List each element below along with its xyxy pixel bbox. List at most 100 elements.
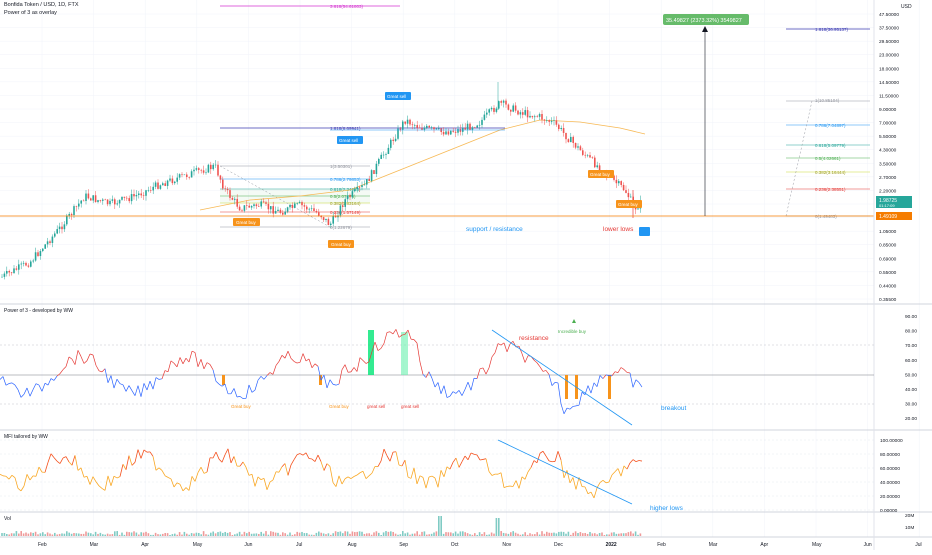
overlay-indicator-title[interactable]: Power of 3 as overlay [4, 10, 57, 16]
candle-body [452, 131, 454, 132]
price-tick-label: 2.70000 [879, 175, 897, 181]
candle-body [572, 137, 574, 143]
candle-body [445, 131, 447, 134]
candle-body [304, 205, 306, 206]
candle-body [143, 195, 145, 196]
svg-text:Great sell: Great sell [387, 94, 406, 99]
candle-body [200, 170, 202, 171]
volume-bar [73, 533, 75, 536]
candle-body [587, 155, 589, 156]
volume-bar [160, 534, 162, 536]
volume-bar [71, 534, 73, 536]
price-tick-label: 0.69000 [879, 256, 897, 262]
volume-bar [558, 532, 560, 536]
volume-bar [196, 533, 198, 536]
time-tick-label: Sep [399, 542, 408, 548]
mfi-pane-title[interactable]: MFI tailored by WW [4, 434, 48, 440]
volume-bar [620, 533, 622, 536]
volume-bar [253, 534, 255, 536]
great-sell-lower-2: great sell [401, 404, 419, 409]
volume-bar [640, 533, 642, 536]
candle-body [565, 133, 567, 139]
candle-body [68, 214, 70, 216]
volume-bar [203, 531, 205, 536]
volume-bar [438, 516, 440, 536]
great-sell-tag-2: Great sell [337, 136, 363, 144]
candle-body [4, 274, 6, 277]
candle-body [172, 179, 174, 184]
candle-body [160, 185, 162, 189]
volume-bar [124, 535, 126, 536]
volume-bar [332, 533, 334, 536]
price-axis[interactable]: 47.5000037.5000029.5000023.0000018.00000… [879, 12, 899, 303]
p3-tick-label: 80.00 [905, 329, 917, 335]
time-tick-label: May [812, 542, 822, 548]
volume-bar [188, 535, 190, 536]
volume-bar [78, 534, 80, 536]
power3-pane-title[interactable]: Power of 3 - developed by WW [4, 308, 73, 314]
candle-body [265, 202, 267, 204]
p3-tick-label: 30.00 [905, 402, 917, 408]
volume-bar [397, 535, 399, 536]
volume-bar [529, 533, 531, 536]
candle-body [503, 101, 505, 103]
vol-pane-title[interactable]: Vol [4, 516, 11, 522]
great-buy-tag-3: Great buy [588, 170, 614, 178]
candle-body [409, 120, 411, 125]
candle-body [92, 195, 94, 200]
volume-bar [174, 534, 176, 536]
volume-bar [260, 532, 262, 536]
volume-bar [1, 533, 3, 536]
candle-body [114, 199, 116, 204]
volume-bar [392, 532, 394, 536]
volume-bar [359, 531, 361, 536]
candle-body [78, 204, 80, 207]
candle-body [517, 111, 519, 115]
volume-bar [568, 532, 570, 536]
candle-body [484, 115, 486, 120]
svg-text:1.49109: 1.49109 [879, 214, 897, 220]
candle-body [373, 170, 375, 174]
candle-body [11, 272, 13, 273]
candle-body [61, 227, 63, 230]
candle-body [179, 174, 181, 177]
candle-body [80, 201, 82, 204]
volume-bar [282, 532, 284, 536]
candle-body [328, 219, 330, 225]
candle-body [340, 205, 342, 215]
volume-bar [539, 535, 541, 536]
candle-body [107, 200, 109, 205]
volume-bar [52, 535, 54, 536]
volume-bar [13, 533, 15, 536]
volume-bar [20, 531, 22, 536]
candle-body [512, 105, 514, 111]
symbol-title[interactable]: Bonfida Token / USD, 1D, FTX [4, 2, 79, 8]
candle-body [260, 201, 262, 206]
candle-body [436, 129, 438, 130]
volume-bar [64, 534, 66, 536]
volume-bar [635, 531, 637, 536]
volume-bar [224, 532, 226, 536]
lower-lows-label: lower lows [603, 226, 634, 233]
volume-bar [220, 532, 222, 536]
candle-body [59, 227, 61, 229]
candle-body [18, 264, 20, 269]
candle-body [253, 204, 255, 206]
volume-bar [172, 534, 174, 536]
volume-bar [486, 535, 488, 536]
price-tick-label: 0.85000 [879, 243, 897, 249]
mfi-tick-label: 20.00000 [880, 494, 900, 500]
volume-bar [479, 532, 481, 536]
volume-bar [311, 535, 313, 536]
volume-bar [128, 532, 130, 536]
volume-bar [436, 531, 438, 536]
volume-bar [11, 533, 13, 536]
candle-body [162, 183, 164, 185]
candle-body [124, 197, 126, 198]
candle-body [268, 204, 270, 209]
grid [0, 0, 919, 537]
candle-body [263, 201, 265, 202]
